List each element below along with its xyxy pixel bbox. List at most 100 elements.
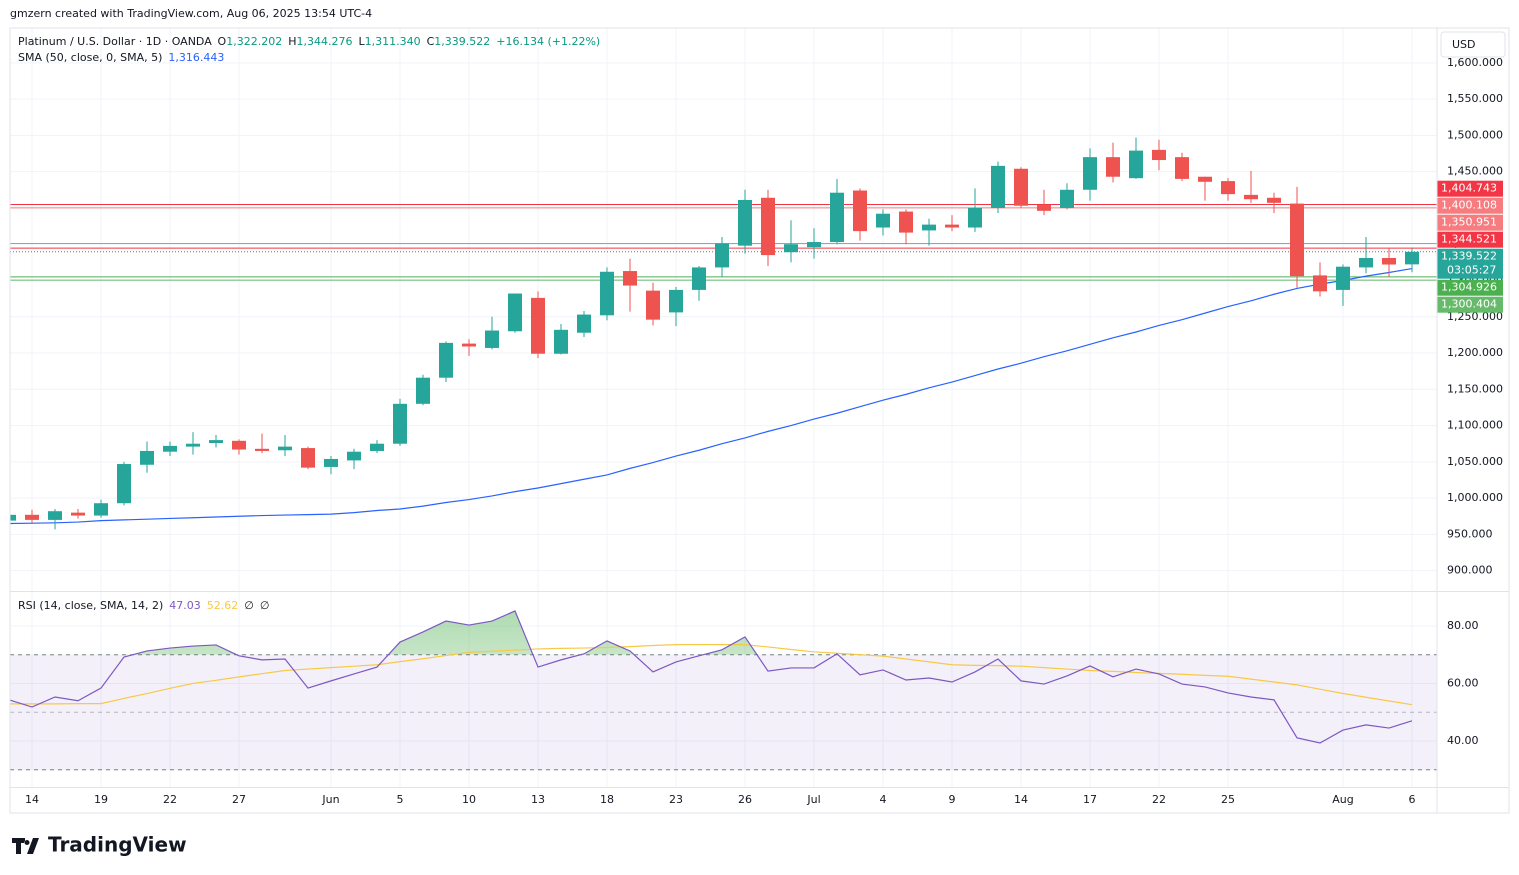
level-label: 1,404.743 [1441, 182, 1497, 195]
y-tick-label: 1,250.000 [1447, 310, 1503, 323]
rsi-extra: ∅ [244, 599, 254, 612]
level-label: 1,344.521 [1441, 233, 1497, 246]
symbol: Platinum / U.S. Dollar · 1D · OANDA [18, 35, 212, 48]
candle-body [393, 403, 407, 444]
x-tick-label: 14 [25, 793, 39, 806]
candle-body [1014, 168, 1028, 206]
level-label: 1,400.108 [1441, 199, 1497, 212]
countdown: 03:05:27 [1447, 264, 1496, 277]
price-pane [10, 137, 1437, 530]
candle-body [922, 224, 936, 231]
candle-body [1267, 197, 1281, 203]
candle-body [876, 213, 890, 228]
x-tick-label: Aug [1332, 793, 1353, 806]
low-value: 1,311.340 [365, 35, 421, 48]
candle-body [278, 446, 292, 451]
y-tick-label: 1,150.000 [1447, 382, 1503, 395]
x-tick-label: 26 [738, 793, 752, 806]
candle-body [1359, 257, 1373, 268]
candle-body [1382, 257, 1396, 265]
candle-body [370, 443, 384, 451]
candle-body [669, 289, 683, 313]
candle-body [1244, 194, 1258, 200]
y-tick-label: 950.000 [1447, 527, 1493, 540]
candle-body [692, 267, 706, 290]
x-tick-label: 10 [462, 793, 476, 806]
x-tick-label: 4 [880, 793, 887, 806]
candle-body [25, 514, 39, 520]
candle-body [899, 211, 913, 233]
candle-body [186, 443, 200, 447]
x-tick-label: 25 [1221, 793, 1235, 806]
x-tick-label: 14 [1014, 793, 1028, 806]
sma-line [10, 267, 1413, 525]
level-badge [1437, 296, 1503, 313]
candle-body [1083, 157, 1097, 190]
candle-body [255, 448, 269, 451]
y-tick-label: 1,000.000 [1447, 491, 1503, 504]
close-value: 1,339.522 [434, 35, 490, 48]
candle-body [117, 464, 131, 504]
candle-body [1290, 203, 1304, 277]
y-tick-label: 1,050.000 [1447, 455, 1503, 468]
candle-body [508, 293, 522, 332]
rsi-title: RSI (14, close, SMA, 14, 2) [18, 599, 163, 612]
level-label: 1,300.404 [1441, 298, 1497, 311]
rsi-legend: RSI (14, close, SMA, 14, 2) 47.03 52.62 ∅ ∅ [18, 599, 269, 612]
y-tick-label: 1,100.000 [1447, 419, 1503, 432]
candle-body [439, 342, 453, 378]
x-tick-label: 6 [1409, 793, 1416, 806]
y-tick-label: 1,450.000 [1447, 165, 1503, 178]
candle-body [163, 445, 177, 452]
y-tick-label: 1,600.000 [1447, 56, 1503, 69]
candle-body [715, 243, 729, 268]
x-tick-label: Jun [321, 793, 339, 806]
candle-body [416, 377, 430, 404]
level-badge [1437, 231, 1503, 248]
y-tick-label: 1,500.000 [1447, 128, 1503, 141]
candle-body [531, 297, 545, 354]
last-price-label: 1,339.522 [1441, 250, 1497, 263]
candle-body [462, 343, 476, 347]
rsi-line [10, 644, 1413, 706]
axes: 14 19 22 27 Jun 5 10 13 18 23 26 Jul 4 9 14 17 22 25 Aug 6 9… [25, 56, 1503, 806]
x-tick-label: 19 [94, 793, 108, 806]
candle-body [1129, 150, 1143, 179]
candle-body [48, 511, 62, 520]
x-tick-label: 22 [1152, 793, 1166, 806]
candle-body [1221, 181, 1235, 195]
logo-icon [12, 838, 39, 854]
level-label: 1,350.951 [1441, 216, 1497, 229]
candle-body [784, 244, 798, 253]
candle-body [991, 165, 1005, 208]
candle-body [1313, 275, 1327, 292]
candle-body [1336, 266, 1350, 290]
last-price-badge [1437, 248, 1503, 279]
candle-body [577, 314, 591, 333]
candle-body [623, 271, 637, 286]
y-tick-label: 900.000 [1447, 564, 1493, 577]
candle-body [968, 207, 982, 228]
candle-body [807, 242, 821, 248]
x-tick-label: 5 [397, 793, 404, 806]
candle-body [738, 199, 752, 246]
y-tick-label: 80.00 [1447, 619, 1479, 632]
open-value: 1,322.202 [226, 35, 282, 48]
candle-body [1060, 189, 1074, 208]
candle-body [94, 503, 108, 516]
candle-body [646, 290, 660, 320]
x-tick-label: 13 [531, 793, 545, 806]
grid [10, 28, 1437, 787]
low-label: L [358, 35, 365, 48]
candle-body [324, 458, 338, 467]
candle-body [1152, 149, 1166, 161]
candle-body [485, 330, 499, 348]
x-tick-label: Jul [806, 793, 820, 806]
level-badge [1437, 197, 1503, 214]
level-badge [1437, 180, 1503, 197]
candle-body [1405, 251, 1419, 265]
y-tick-label: 1,550.000 [1447, 92, 1503, 105]
currency-box[interactable] [1440, 31, 1506, 58]
candle-body [945, 224, 959, 228]
